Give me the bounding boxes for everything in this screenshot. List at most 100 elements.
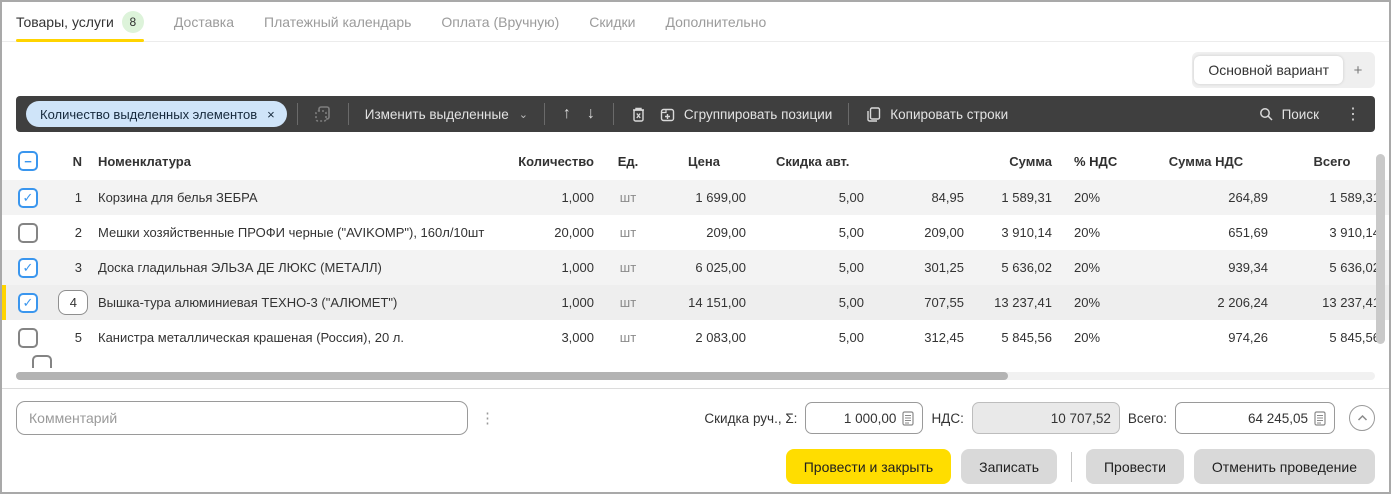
sum-cell[interactable]: 13 237,41 [994,295,1052,310]
vat-pct-cell[interactable]: 20% [1074,225,1101,240]
item-name-cell[interactable]: Доска гладильная ЭЛЬЗА ДЕ ЛЮКС (МЕТАЛЛ) [98,260,382,275]
tab-payment-calendar[interactable]: Платежный календарь [264,14,412,30]
qty-cell[interactable]: 3,000 [561,330,594,345]
move-up-button[interactable]: ↑ [562,105,571,122]
discount-pct-cell[interactable]: 5,00 [838,295,864,310]
save-button[interactable]: Записать [961,449,1057,484]
calculator-icon[interactable] [902,410,915,426]
vat-pct-cell[interactable]: 20% [1074,260,1101,275]
horizontal-scrollbar[interactable] [16,372,1375,380]
header-discount-auto[interactable]: Скидка авт. [776,153,850,169]
unit-cell[interactable]: шт [619,260,637,275]
total-cell[interactable]: 5 845,56 [1329,330,1380,345]
edit-selected-button[interactable]: Изменить выделенные ⌄ [359,107,534,122]
vat-sum-cell[interactable]: 264,89 [1228,190,1268,205]
calculator-icon[interactable] [1314,410,1326,426]
cancel-posting-button[interactable]: Отменить проведение [1193,449,1375,484]
comment-input[interactable] [16,401,468,435]
unit-cell[interactable]: шт [619,330,637,345]
table-row-current[interactable]: ✓ 4 Вышка-тура алюминиевая ТЕХНО-3 ("АЛЮ… [2,285,1389,320]
vat-sum-cell[interactable]: 2 206,24 [1217,295,1268,310]
focused-cell[interactable]: 4 [58,290,88,315]
sum-cell[interactable]: 3 910,14 [1001,225,1052,240]
collapse-footer-button[interactable] [1349,405,1375,431]
tab-payment-manual[interactable]: Оплата (Вручную) [441,14,560,30]
price-cell[interactable]: 1 699,00 [695,190,746,205]
qty-cell[interactable]: 1,000 [561,260,594,275]
vat-pct-cell[interactable]: 20% [1074,295,1101,310]
price-cell[interactable]: 14 151,00 [688,295,746,310]
vat-sum-cell[interactable]: 939,34 [1228,260,1268,275]
manual-discount-field[interactable]: 1 000,00 [805,402,924,434]
header-vat-pct[interactable]: % НДС [1074,153,1118,169]
discount-amt-cell[interactable]: 707,55 [924,295,964,310]
header-total[interactable]: Всего [1313,153,1351,169]
comment-menu-icon[interactable]: ⋮ [480,410,495,427]
header-vat-sum[interactable]: Сумма НДС [1168,153,1244,169]
total-cell[interactable]: 3 910,14 [1329,225,1380,240]
unit-cell[interactable]: шт [619,225,637,240]
unit-cell[interactable]: шт [619,295,637,310]
row-checkbox[interactable]: ✓ [6,327,50,348]
delete-rows-button[interactable] [624,106,653,123]
vat-sum-cell[interactable]: 974,26 [1228,330,1268,345]
row-checkbox[interactable]: ✓ [6,257,50,278]
item-name-cell[interactable]: Канистра металлическая крашеная (Россия)… [98,330,404,345]
price-cell[interactable]: 2 083,00 [695,330,746,345]
total-cell[interactable]: 5 636,02 [1329,260,1380,275]
table-row[interactable]: ✓ 5 Канистра металлическая крашеная (Рос… [2,320,1389,355]
header-unit[interactable]: Ед. [617,153,639,169]
search-button[interactable]: Поиск [1252,106,1325,122]
sum-cell[interactable]: 5 636,02 [1001,260,1052,275]
vat-pct-cell[interactable]: 20% [1074,330,1101,345]
clear-selection-icon[interactable]: × [267,106,275,122]
table-row[interactable]: ✓ 3 Доска гладильная ЭЛЬЗА ДЕ ЛЮКС (МЕТА… [2,250,1389,285]
discount-amt-cell[interactable]: 301,25 [924,260,964,275]
tab-goods-services[interactable]: Товары, услуги 8 [16,11,144,42]
qty-cell[interactable]: 1,000 [561,190,594,205]
horizontal-scrollbar-thumb[interactable] [16,372,1009,380]
item-name-cell[interactable]: Вышка-тура алюминиевая ТЕХНО-3 ("АЛЮМЕТ"… [98,295,398,310]
price-cell[interactable]: 6 025,00 [695,260,746,275]
group-positions-button[interactable]: Сгруппировать позиции [653,106,838,123]
sum-cell[interactable]: 1 589,31 [1001,190,1052,205]
total-cell[interactable]: 1 589,31 [1329,190,1380,205]
discount-amt-cell[interactable]: 312,45 [924,330,964,345]
total-cell[interactable]: 13 237,41 [1322,295,1380,310]
variant-main-button[interactable]: Основной вариант [1194,56,1343,84]
discount-pct-cell[interactable]: 5,00 [838,190,864,205]
qty-cell[interactable]: 20,000 [554,225,594,240]
header-sum[interactable]: Сумма [1009,153,1052,169]
add-variant-button[interactable]: + [1353,61,1363,79]
vat-sum-cell[interactable]: 651,69 [1228,225,1268,240]
move-down-button[interactable]: ↓ [586,105,595,122]
vertical-scrollbar[interactable] [1376,146,1385,368]
header-qty[interactable]: Количество [518,153,594,169]
discount-pct-cell[interactable]: 5,00 [838,225,864,240]
row-checkbox[interactable]: ✓ [6,222,50,243]
selection-counter-pill[interactable]: Количество выделенных элементов × [26,101,287,127]
unit-cell[interactable]: шт [619,190,637,205]
item-name-cell[interactable]: Корзина для белья ЗЕБРА [98,190,258,205]
post-button[interactable]: Провести [1085,449,1184,484]
copy-rows-button[interactable]: Копировать строки [859,106,1014,123]
select-all-checkbox[interactable]: − [6,151,50,171]
header-name[interactable]: Номенклатура [98,153,191,169]
row-checkbox[interactable]: ✓ [6,292,50,313]
row-checkbox[interactable]: ✓ [6,187,50,208]
vertical-scrollbar-thumb[interactable] [1376,154,1385,344]
discount-amt-cell[interactable]: 209,00 [924,225,964,240]
tab-discounts[interactable]: Скидки [589,14,636,30]
item-name-cell[interactable]: Мешки хозяйственные ПРОФИ черные ("AVIKO… [98,225,485,240]
more-menu-icon[interactable]: ⋮ [1345,106,1361,123]
discount-pct-cell[interactable]: 5,00 [838,330,864,345]
header-n[interactable]: N [72,153,82,169]
discount-amt-cell[interactable]: 84,95 [931,190,964,205]
tab-additional[interactable]: Дополнительно [665,14,767,30]
header-price[interactable]: Цена [688,153,720,169]
table-row[interactable]: ✓ 1 Корзина для белья ЗЕБРА 1,000 шт 1 6… [2,180,1389,215]
post-and-close-button[interactable]: Провести и закрыть [785,449,952,484]
vat-pct-cell[interactable]: 20% [1074,190,1101,205]
price-cell[interactable]: 209,00 [706,225,746,240]
grand-total-field[interactable]: 64 245,05 [1175,402,1335,434]
